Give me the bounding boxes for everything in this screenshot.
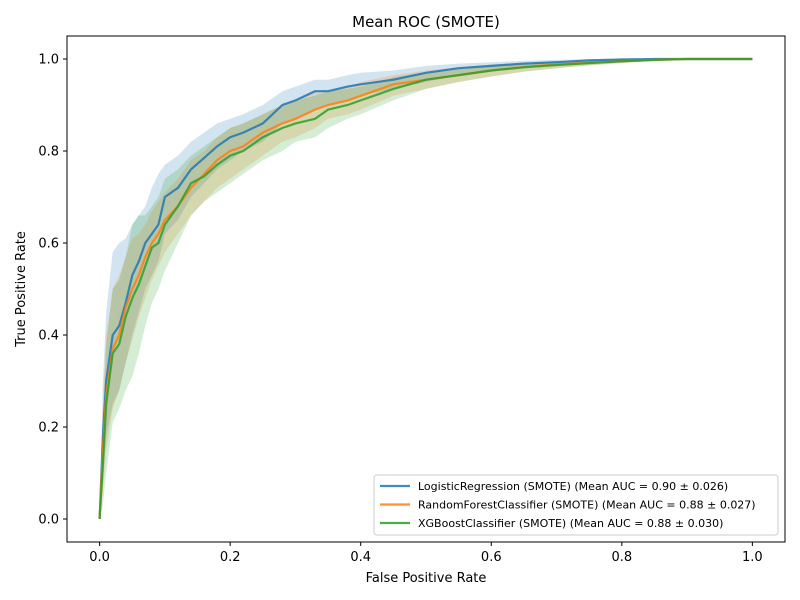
plot-frame <box>66 35 786 543</box>
confidence-bands <box>99 59 753 519</box>
x-tick-label: 0.8 <box>611 550 632 565</box>
x-tick-label: 1.0 <box>742 550 763 565</box>
y-tick-label: 0.8 <box>38 145 59 160</box>
legend-box <box>373 474 779 536</box>
series-lines <box>98 57 753 520</box>
legend-label-2: RandomForestClassifier (SMOTE) (Mean AUC… <box>418 499 756 512</box>
y-tick-label: 0.2 <box>38 421 59 436</box>
legend-label-1: LogisticRegression (SMOTE) (Mean AUC = 0… <box>418 480 728 493</box>
legend-label-3: XGBoostClassifier (SMOTE) (Mean AUC = 0.… <box>418 517 723 530</box>
y-axis-ticks: 0.0 0.2 0.4 0.6 0.8 1.0 <box>38 53 67 528</box>
y-axis-label: True Positive Rate <box>14 231 29 348</box>
roc-line-1 <box>98 57 753 520</box>
y-tick-label: 0.6 <box>38 237 59 252</box>
chart-title: Mean ROC (SMOTE) <box>352 13 500 31</box>
x-axis-ticks: 0.0 0.2 0.4 0.6 0.8 1.0 <box>89 542 763 565</box>
roc-line-2 <box>98 57 753 520</box>
x-axis-label: False Positive Rate <box>366 571 487 586</box>
y-tick-label: 0.0 <box>38 513 59 528</box>
confidence-band-1 <box>99 59 753 519</box>
x-tick-label: 0.4 <box>350 550 371 565</box>
y-tick-label: 1.0 <box>38 53 59 68</box>
legend: LogisticRegression (SMOTE) (Mean AUC = 0… <box>373 474 779 536</box>
x-tick-label: 0.0 <box>89 550 110 565</box>
confidence-band-3 <box>99 59 753 519</box>
x-tick-label: 0.2 <box>220 550 241 565</box>
y-tick-label: 0.4 <box>38 329 59 344</box>
roc-line-3 <box>98 57 753 520</box>
confidence-band-2 <box>99 59 753 519</box>
x-tick-label: 0.6 <box>481 550 502 565</box>
